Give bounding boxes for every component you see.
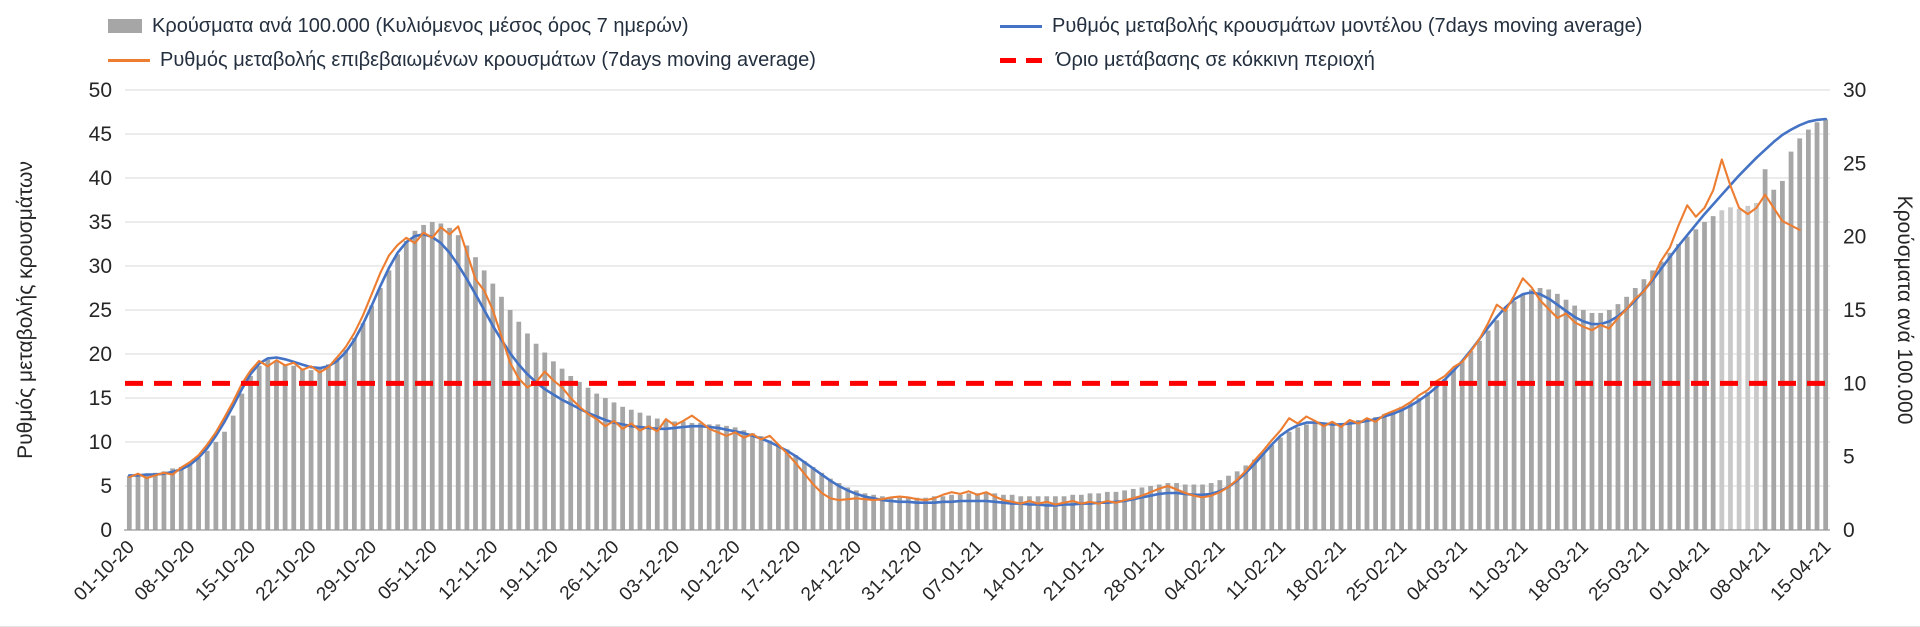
svg-text:0: 0 <box>100 519 112 542</box>
svg-text:5: 5 <box>1843 446 1855 469</box>
legend-label-cases-bars: Κρούσματα ανά 100.000 (Κυλιόμενος μέσος … <box>152 14 689 37</box>
svg-text:04-03-21: 04-03-21 <box>1403 537 1472 606</box>
svg-text:5: 5 <box>100 475 112 498</box>
svg-text:07-01-21: 07-01-21 <box>918 537 987 606</box>
svg-text:40: 40 <box>89 167 112 190</box>
svg-text:12-11-20: 12-11-20 <box>435 537 503 605</box>
svg-text:10-12-20: 10-12-20 <box>676 537 745 606</box>
legend-item-confirmed-line: Ρυθμός μεταβολής επιβεβαιωμένων κρουσμάτ… <box>108 47 816 73</box>
svg-text:24-12-20: 24-12-20 <box>797 537 866 606</box>
svg-text:21-01-21: 21-01-21 <box>1040 537 1109 606</box>
svg-text:28-01-21: 28-01-21 <box>1100 537 1169 606</box>
svg-text:10: 10 <box>1843 372 1866 395</box>
chart-legend: Κρούσματα ανά 100.000 (Κυλιόμενος μέσος … <box>0 0 1920 75</box>
svg-text:15: 15 <box>89 387 112 410</box>
svg-text:11-03-21: 11-03-21 <box>1465 537 1533 605</box>
svg-text:15-04-21: 15-04-21 <box>1767 537 1836 606</box>
legend-item-threshold: Όριο μετάβασης σε κόκκινη περιοχή <box>1000 47 1375 73</box>
model-line-swatch <box>1000 24 1042 28</box>
legend-item-cases-bars: Κρούσματα ανά 100.000 (Κυλιόμενος μέσος … <box>108 13 689 39</box>
svg-text:26-11-20: 26-11-20 <box>556 537 624 605</box>
svg-text:0: 0 <box>1843 519 1855 542</box>
svg-text:05-11-20: 05-11-20 <box>374 537 442 605</box>
svg-text:35: 35 <box>89 211 112 234</box>
svg-text:30: 30 <box>89 255 112 278</box>
svg-text:Ρυθμός μεταβολής κρουσμάτων: Ρυθμός μεταβολής κρουσμάτων <box>14 161 37 459</box>
legend-item-model-line: Ρυθμός μεταβολής κρουσμάτων μοντέλου (7d… <box>1000 13 1642 39</box>
svg-text:11-02-21: 11-02-21 <box>1222 537 1290 605</box>
confirmed-line-swatch <box>108 58 150 62</box>
svg-text:25-02-21: 25-02-21 <box>1342 537 1411 606</box>
svg-text:01-10-20: 01-10-20 <box>70 537 139 606</box>
svg-text:15: 15 <box>1843 299 1866 322</box>
svg-text:20: 20 <box>89 343 112 366</box>
svg-text:08-04-21: 08-04-21 <box>1706 537 1775 606</box>
svg-text:25-03-21: 25-03-21 <box>1585 537 1654 606</box>
svg-text:20: 20 <box>1843 226 1866 249</box>
svg-text:14-01-21: 14-01-21 <box>979 537 1048 606</box>
svg-text:18-03-21: 18-03-21 <box>1524 537 1593 606</box>
svg-text:31-12-20: 31-12-20 <box>858 537 927 606</box>
svg-text:10: 10 <box>89 431 112 454</box>
svg-text:04-02-21: 04-02-21 <box>1161 537 1230 606</box>
svg-text:08-10-20: 08-10-20 <box>131 537 200 606</box>
svg-text:45: 45 <box>89 123 112 146</box>
svg-text:19-11-20: 19-11-20 <box>495 537 563 605</box>
svg-text:Κρούσματα ανά 100.000: Κρούσματα ανά 100.000 <box>1893 196 1916 425</box>
threshold-dash-swatch <box>1000 57 1046 63</box>
legend-label-model-line: Ρυθμός μεταβολής κρουσμάτων μοντέλου (7d… <box>1052 14 1643 37</box>
svg-text:50: 50 <box>89 79 112 102</box>
svg-text:15-10-20: 15-10-20 <box>191 537 260 606</box>
bar-series-swatch <box>108 19 142 33</box>
svg-text:25: 25 <box>1843 152 1866 175</box>
svg-text:25: 25 <box>89 299 112 322</box>
svg-text:29-10-20: 29-10-20 <box>313 537 382 606</box>
svg-text:17-12-20: 17-12-20 <box>737 537 806 606</box>
svg-text:30: 30 <box>1843 79 1866 102</box>
legend-label-confirmed-line: Ρυθμός μεταβολής επιβεβαιωμένων κρουσμάτ… <box>160 48 816 71</box>
svg-text:22-10-20: 22-10-20 <box>252 537 321 606</box>
svg-text:18-02-21: 18-02-21 <box>1282 537 1351 606</box>
legend-label-threshold: Όριο μετάβασης σε κόκκινη περιοχή <box>1056 48 1375 71</box>
svg-text:03-12-20: 03-12-20 <box>615 537 684 606</box>
svg-text:01-04-21: 01-04-21 <box>1645 537 1714 606</box>
